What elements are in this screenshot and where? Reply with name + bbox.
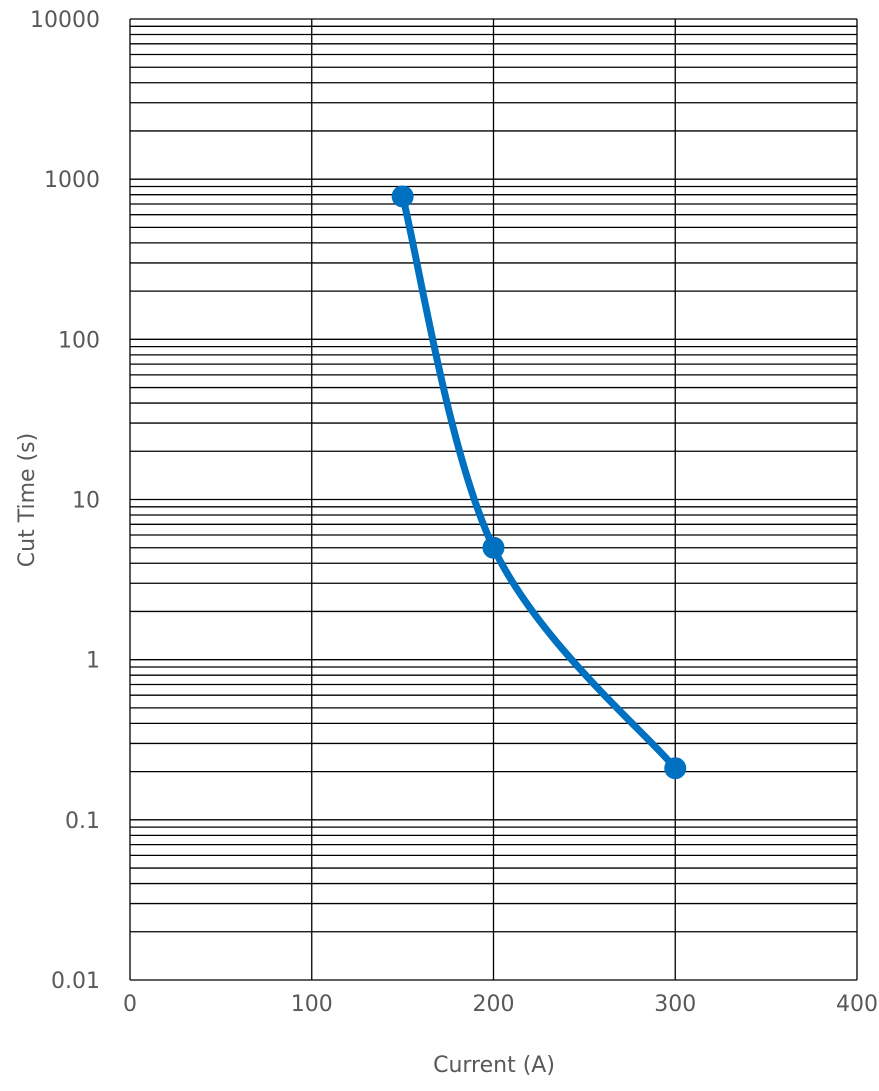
data-point xyxy=(482,536,505,559)
tick-labels: 0 100 200 300 400 10000 1000 100 10 1 0.1 0.01 xyxy=(30,8,878,1017)
series-layer xyxy=(391,185,687,780)
y-tick-label: 100 xyxy=(58,328,100,353)
y-tick-label: 10000 xyxy=(30,8,100,33)
grid xyxy=(129,18,858,981)
y-tick-label: 1000 xyxy=(44,168,100,193)
y-axis-title: Cut Time (s) xyxy=(15,433,40,567)
y-tick-label: 1 xyxy=(86,649,100,674)
x-axis-title: Current (A) xyxy=(433,1053,555,1078)
x-tick-label: 400 xyxy=(836,992,878,1017)
data-point xyxy=(664,757,687,780)
y-tick-label: 0.01 xyxy=(51,969,100,994)
x-tick-label: 200 xyxy=(473,992,515,1017)
y-tick-label: 0.1 xyxy=(65,809,100,834)
y-tick-label: 10 xyxy=(72,489,100,514)
x-tick-label: 100 xyxy=(291,992,333,1017)
x-tick-label: 0 xyxy=(123,992,137,1017)
series-line xyxy=(399,192,679,772)
data-point xyxy=(391,185,414,208)
x-tick-label: 300 xyxy=(654,992,696,1017)
